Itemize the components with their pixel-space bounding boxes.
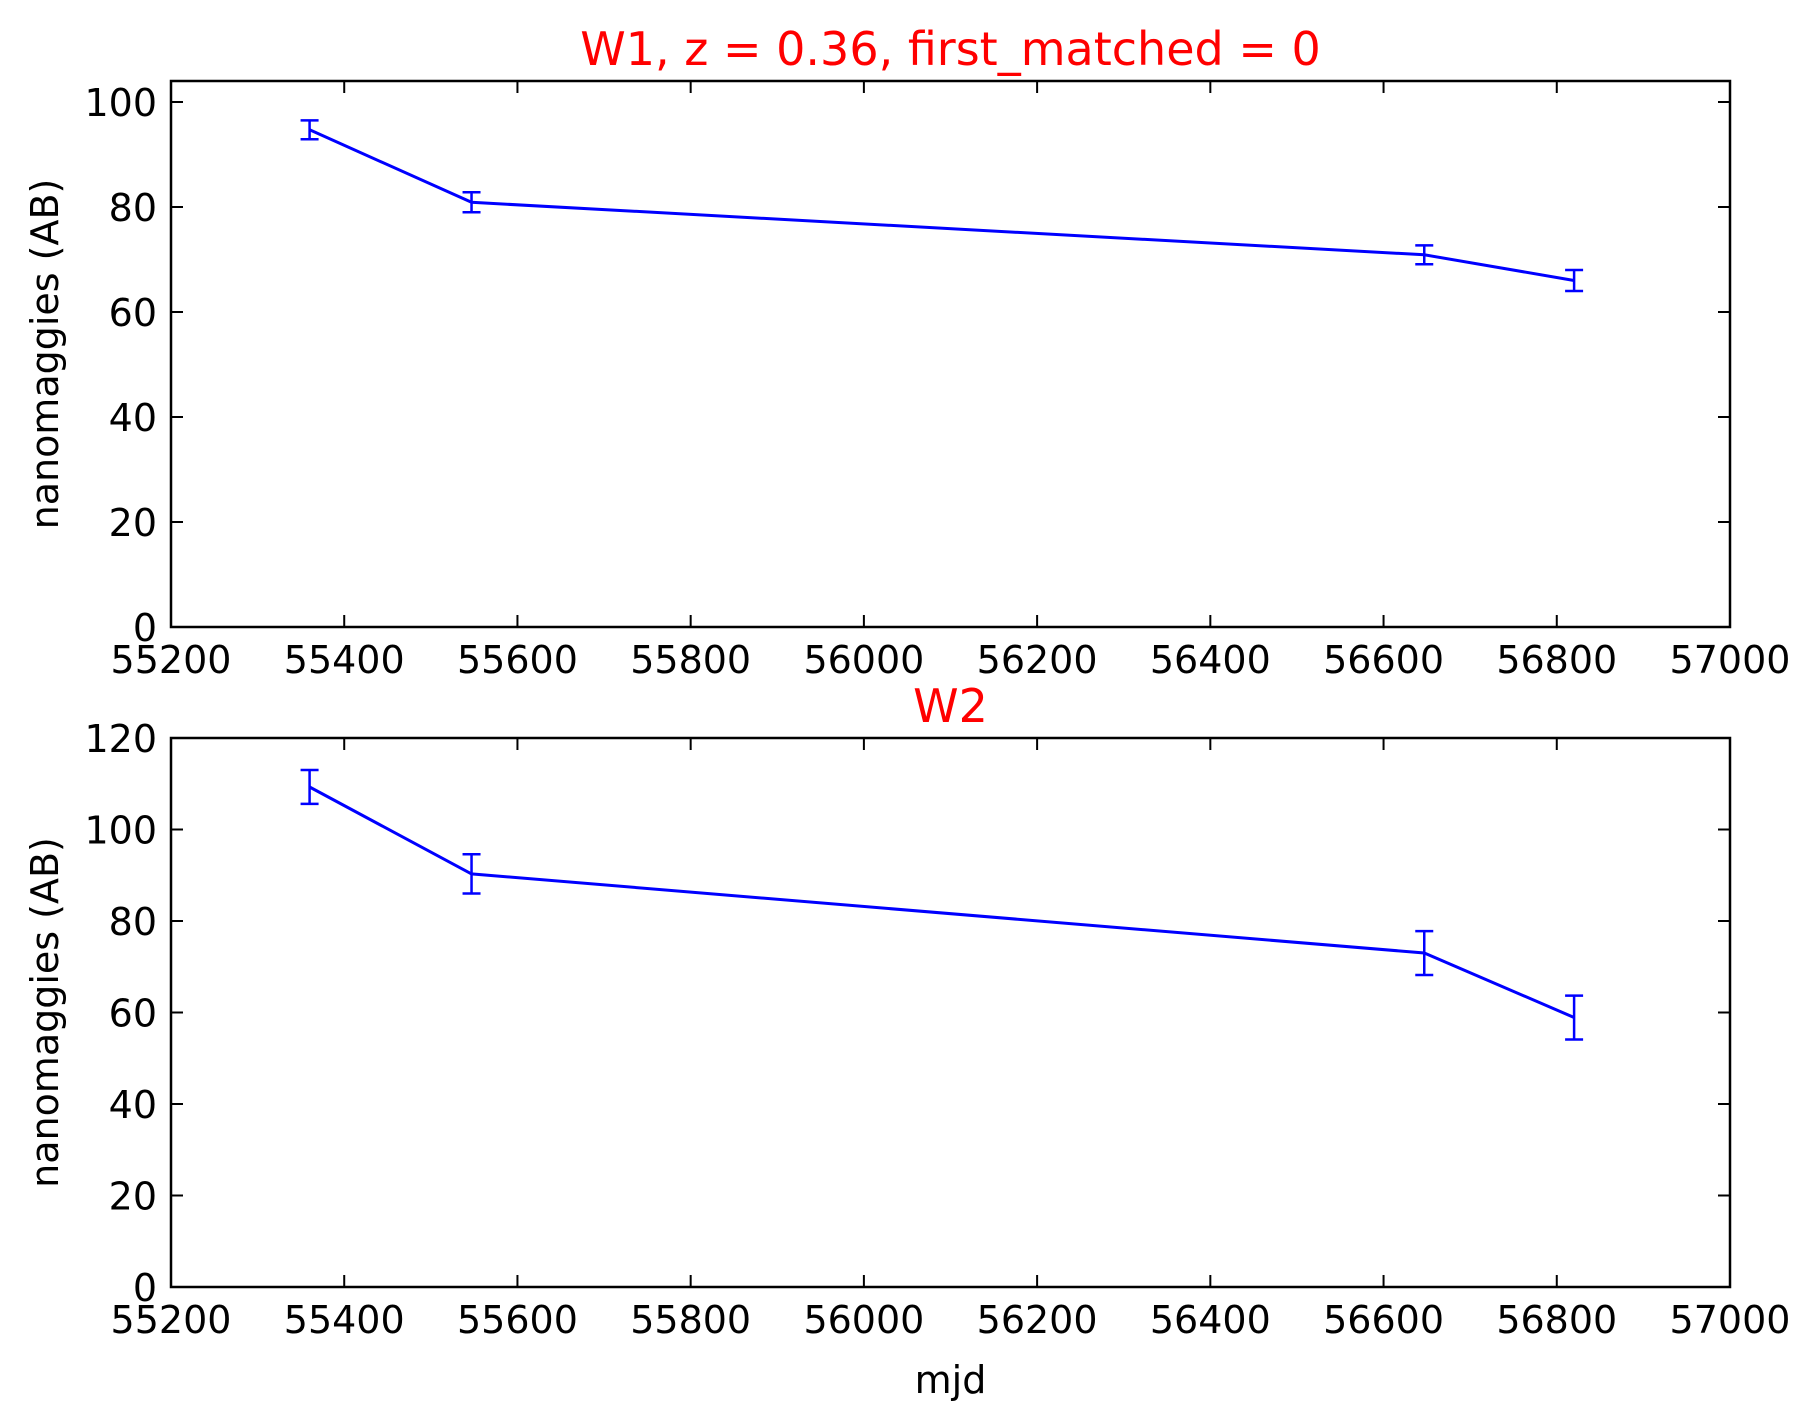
axes-frame: [169, 79, 1732, 629]
series-line: [308, 785, 1575, 1019]
y-tick-label: 0: [133, 1266, 157, 1310]
y-axis-label: nanomaggies (AB): [23, 179, 67, 530]
y-tick-label: 80: [109, 900, 157, 944]
x-axis-label: mjd: [915, 1358, 987, 1402]
y-tick-label: 20: [109, 1175, 157, 1219]
x-tick-label: 55400: [284, 1298, 405, 1342]
x-tick-label: 55400: [284, 638, 405, 682]
axes-frame: [169, 736, 1732, 1289]
y-tick-label: 100: [84, 81, 157, 125]
y-tick-label: 40: [109, 396, 157, 440]
subplot-2: 55200 55400 55600 55800 56000 56200 56400 56600…: [23, 679, 1790, 1402]
x-tick-label: 55200: [111, 638, 232, 682]
y-tick-label: 120: [84, 717, 157, 761]
chart-title: W2: [913, 679, 988, 733]
x-tick-label: 56800: [1496, 638, 1617, 682]
y-tick-label: 20: [109, 501, 157, 545]
y-tick-label: 40: [109, 1083, 157, 1127]
subplot-1: 55200 55400 55600 55800 56000 56200 56400 56600…: [23, 22, 1790, 682]
x-tick-label: 57000: [1670, 1298, 1791, 1342]
x-tick-label: 57000: [1670, 638, 1791, 682]
chart-title: W1, z = 0.36, first_matched = 0: [580, 22, 1321, 76]
x-tick-label: 55800: [630, 1298, 751, 1342]
y-axis-label: nanomaggies (AB): [23, 837, 67, 1188]
y-tick-label: 60: [109, 992, 157, 1036]
x-tick-label: 55600: [457, 1298, 578, 1342]
x-tick-label: 56800: [1496, 1298, 1617, 1342]
x-tick-label: 55600: [457, 638, 578, 682]
x-tick-label: 56600: [1323, 638, 1444, 682]
y-tick-label: 80: [109, 186, 157, 230]
x-tick-label: 56400: [1150, 1298, 1271, 1342]
x-tick-label: 56000: [803, 1298, 924, 1342]
series-line: [308, 128, 1575, 282]
x-tick-label: 56200: [977, 1298, 1098, 1342]
x-tick-label: 56200: [977, 638, 1098, 682]
x-tick-label: 56400: [1150, 638, 1271, 682]
x-tick-label: 56600: [1323, 1298, 1444, 1342]
y-tick-label: 100: [84, 809, 157, 853]
y-tick-label: 0: [133, 606, 157, 650]
x-tick-label: 55200: [111, 1298, 232, 1342]
x-tick-label: 56000: [803, 638, 924, 682]
x-tick-label: 55800: [630, 638, 751, 682]
y-tick-label: 60: [109, 291, 157, 335]
